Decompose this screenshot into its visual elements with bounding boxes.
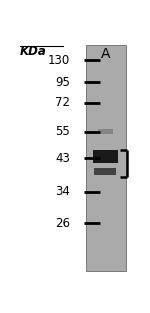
- Text: 72: 72: [55, 96, 70, 109]
- Text: 95: 95: [55, 76, 70, 89]
- Text: 26: 26: [55, 217, 70, 230]
- Bar: [98, 129, 113, 134]
- Text: KDa: KDa: [19, 45, 46, 58]
- Text: 55: 55: [55, 125, 70, 138]
- Bar: [93, 150, 118, 163]
- Bar: [86, 45, 126, 271]
- Bar: [94, 168, 116, 175]
- Text: 130: 130: [48, 54, 70, 67]
- Text: 43: 43: [55, 151, 70, 165]
- Text: 34: 34: [55, 185, 70, 198]
- Text: A: A: [101, 47, 110, 61]
